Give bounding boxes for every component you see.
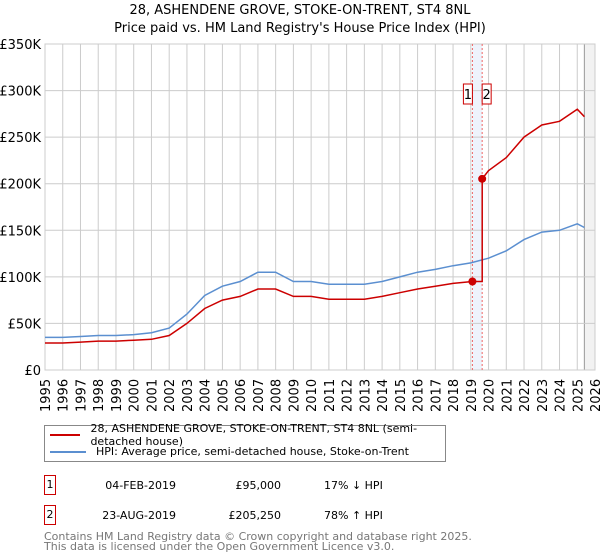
y-tick-label: £200K	[0, 178, 41, 193]
sale-label: 2	[483, 88, 491, 103]
x-tick-label: 2002	[163, 379, 178, 412]
y-tick-label: £50K	[8, 317, 42, 332]
legend-red-swatch	[50, 433, 81, 436]
sale-price: £95,000	[235, 478, 282, 492]
title-line: 28, ASHENDENE GROVE, STOKE-ON-TRENT, ST4…	[129, 3, 471, 18]
x-tick-label: 2024	[554, 379, 569, 412]
x-tick-label: 2005	[216, 379, 231, 412]
x-tick-label: 2022	[518, 379, 533, 412]
x-tick-label: 2019	[465, 379, 480, 412]
y-tick-label: £0	[24, 364, 41, 379]
x-tick-label: 2012	[341, 379, 356, 412]
sale-badge: 2	[44, 505, 56, 525]
sale-date: 23-AUG-2019	[102, 508, 176, 522]
sale-hpi: 17% ↓ HPI	[324, 478, 383, 492]
legend-blue-swatch	[50, 450, 86, 453]
x-tick-label: 2004	[199, 379, 214, 412]
x-tick-label: 2001	[145, 379, 160, 412]
legend: 28, ASHENDENE GROVE, STOKE-ON-TRENT, ST4…	[44, 421, 446, 462]
x-tick-label: 1997	[74, 379, 89, 412]
x-tick-label: 2010	[305, 379, 320, 412]
y-tick-label: £150K	[0, 224, 41, 239]
x-tick-label: 2021	[500, 379, 515, 412]
plot-area	[44, 43, 596, 371]
footer-line: This data is licensed under the Open Gov…	[44, 540, 395, 553]
sale-highlight	[472, 44, 483, 370]
chart: 1995 1996 1997 1998 1999 2000 2001 2002 2003 2004…	[0, 38, 600, 412]
x-tick-label: 1996	[57, 379, 72, 412]
x-tick-label: 2015	[394, 379, 409, 412]
legend-blue-label: HPI: Average price, semi-detached house,…	[96, 445, 409, 458]
series-line	[45, 222, 585, 339]
sale-hpi: 78% ↑ HPI	[324, 508, 383, 522]
x-tick-label: 2008	[270, 379, 285, 412]
x-tick-label: 2018	[447, 379, 462, 412]
x-tick-label: 2013	[358, 379, 373, 412]
x-tick-label: 2025	[571, 379, 586, 412]
sale-point	[478, 174, 487, 183]
sale-date: 04-FEB-2019	[105, 478, 176, 492]
future-hatch	[584, 44, 595, 370]
x-tick-label: 2000	[128, 379, 143, 412]
y-tick-label: £100K	[0, 271, 41, 286]
x-tick-label: 2016	[412, 379, 427, 412]
x-tick-label: 1995	[39, 379, 54, 412]
chart-title: 28, ASHENDENE GROVE, STOKE-ON-TRENT, ST4…	[0, 2, 600, 38]
sale-badge: 1	[44, 475, 56, 495]
footer-line: Contains HM Land Registry data © Crown c…	[44, 530, 472, 543]
x-tick-label: 2009	[287, 379, 302, 412]
y-tick-label: £350K	[0, 38, 41, 53]
y-tick-label: £300K	[0, 85, 41, 100]
x-tick-label: 2014	[376, 379, 391, 412]
x-tick-label: 2026	[589, 379, 600, 412]
x-tick-label: 1998	[92, 379, 107, 412]
y-tick-label: £250K	[0, 131, 41, 146]
sale-row: 2 23-AUG-2019 £205,250 78% ↑ HPI	[44, 505, 383, 525]
x-tick-label: 2017	[429, 379, 444, 412]
x-tick-label: 1999	[110, 379, 125, 412]
x-tick-label: 2003	[181, 379, 196, 412]
footer: Contains HM Land Registry data © Crown c…	[44, 530, 472, 553]
sale-price: £205,250	[228, 508, 282, 522]
sale-label-box	[481, 83, 492, 105]
x-tick-label: 2007	[252, 379, 267, 412]
x-tick-label: 2023	[536, 379, 551, 412]
sale-row: 1 04-FEB-2019 £95,000 17% ↓ HPI	[44, 475, 383, 495]
x-tick-label: 2006	[234, 379, 249, 412]
sale-label: 1	[464, 88, 472, 103]
legend-red-label: 28, ASHENDENE GROVE, STOKE-ON-TRENT, ST4…	[90, 421, 418, 448]
sale-label-box	[462, 83, 473, 105]
sale-point	[468, 277, 477, 286]
subtitle: Price paid vs. HM Land Registry's House …	[114, 21, 486, 36]
x-tick-label: 2011	[323, 379, 338, 412]
x-tick-label: 2020	[483, 379, 498, 412]
series-line	[45, 108, 585, 344]
